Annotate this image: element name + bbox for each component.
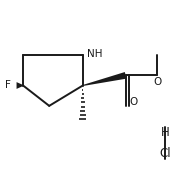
Text: H: H	[161, 127, 169, 140]
Text: NH: NH	[87, 49, 103, 59]
Polygon shape	[83, 72, 127, 86]
Polygon shape	[17, 82, 23, 89]
Text: Cl: Cl	[159, 147, 171, 160]
Text: O: O	[154, 77, 162, 87]
Text: F: F	[5, 81, 11, 90]
Text: O: O	[129, 97, 137, 107]
